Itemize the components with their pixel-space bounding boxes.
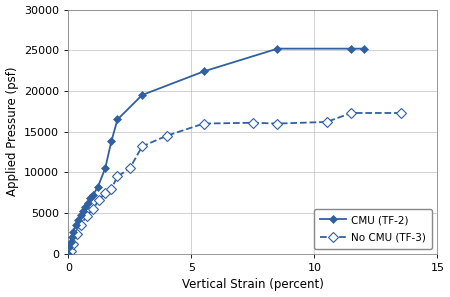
No CMU (TF-3) [96,198,102,202]
CMU (TF-2) [201,70,207,73]
Line: CMU (TF-2): CMU (TF-2) [66,46,366,257]
CMU (TF-2) [69,235,75,238]
CMU (TF-2) [108,140,114,143]
CMU (TF-2) [83,205,88,208]
CMU (TF-2) [349,47,354,50]
No CMU (TF-3) [103,191,108,195]
CMU (TF-2) [140,93,145,97]
No CMU (TF-3) [127,167,132,170]
No CMU (TF-3) [275,122,280,125]
No CMU (TF-3) [66,254,71,257]
No CMU (TF-3) [140,145,145,148]
No CMU (TF-3) [71,242,76,246]
Y-axis label: Applied Pressure (psf): Applied Pressure (psf) [5,67,18,196]
No CMU (TF-3) [115,175,120,178]
CMU (TF-2) [115,118,120,121]
CMU (TF-2) [275,47,280,50]
No CMU (TF-3) [78,224,83,227]
No CMU (TF-3) [74,232,80,235]
CMU (TF-2) [95,185,100,189]
X-axis label: Vertical Strain (percent): Vertical Strain (percent) [182,279,324,291]
CMU (TF-2) [103,167,108,170]
CMU (TF-2) [78,213,83,217]
Legend: CMU (TF-2), No CMU (TF-3): CMU (TF-2), No CMU (TF-3) [314,209,432,249]
No CMU (TF-3) [349,111,354,115]
No CMU (TF-3) [90,207,95,211]
No CMU (TF-3) [164,134,169,138]
No CMU (TF-3) [250,121,256,124]
CMU (TF-2) [67,246,72,249]
No CMU (TF-3) [201,122,207,125]
CMU (TF-2) [88,197,93,200]
No CMU (TF-3) [84,214,90,217]
Line: No CMU (TF-3): No CMU (TF-3) [65,110,404,259]
CMU (TF-2) [66,252,71,256]
No CMU (TF-3) [324,120,329,124]
CMU (TF-2) [90,193,95,197]
CMU (TF-2) [76,218,81,222]
CMU (TF-2) [85,202,90,205]
CMU (TF-2) [68,240,73,244]
CMU (TF-2) [81,209,86,212]
CMU (TF-2) [71,230,76,234]
CMU (TF-2) [73,224,78,227]
No CMU (TF-3) [67,252,72,256]
No CMU (TF-3) [68,249,73,252]
No CMU (TF-3) [108,187,114,190]
CMU (TF-2) [361,47,366,50]
No CMU (TF-3) [398,111,403,115]
